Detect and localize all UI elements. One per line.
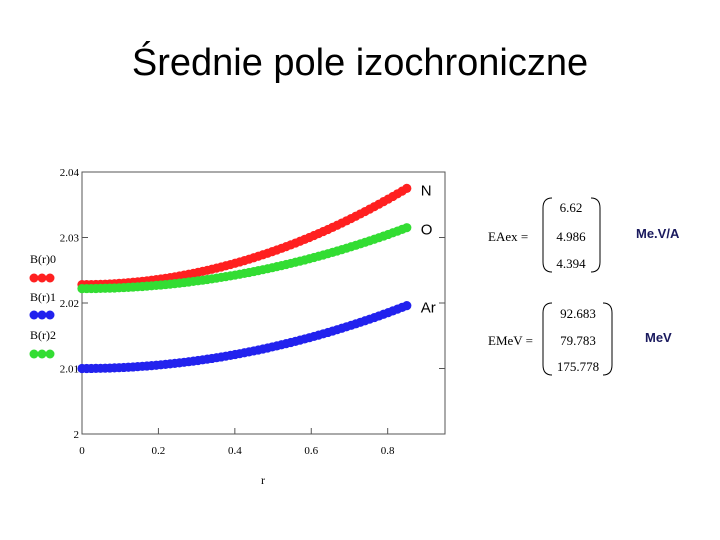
- y-tick-label-2: 2.02: [60, 298, 79, 310]
- y-tick-label-1: 2.01: [60, 364, 79, 376]
- x-tick-label-2: 0.4: [228, 445, 242, 457]
- emev-bracket-right: [602, 302, 613, 376]
- series-label-Ar: Ar: [421, 300, 436, 317]
- legend-dot-green-1: [29, 349, 39, 359]
- eaex-label: EAex =: [488, 229, 528, 244]
- plot-frame: [81, 171, 446, 435]
- point-N-70: [402, 183, 412, 193]
- legend-dot-red-3: [45, 273, 55, 283]
- x-tick-label-4: 0.8: [381, 445, 395, 457]
- series-Ar: [77, 301, 412, 374]
- legend-dot-blue-2: [37, 310, 47, 320]
- x-tick-label-1: 0.2: [152, 445, 166, 457]
- eaex-value-2: 4.986: [556, 229, 586, 244]
- legend-dot-green-2: [37, 349, 47, 359]
- x-ticks: 0 0.2 0.4 0.6 0.8: [79, 428, 395, 457]
- legend-dot-blue-1: [29, 310, 39, 320]
- y-ticks: 2 2.01 2.02 2.03 2.04: [60, 167, 445, 441]
- y-tick-label-3: 2.03: [60, 233, 80, 245]
- eaex-value-3: 4.394: [556, 256, 586, 271]
- emev-value-2: 79.783: [560, 333, 596, 348]
- point-Ar-70: [402, 301, 412, 311]
- ylabel-b0-dots: [29, 273, 55, 283]
- ylabel-b2-dots: [29, 349, 55, 359]
- ylabel-b1-dots: [29, 310, 55, 320]
- emev-bracket-left: [542, 302, 553, 376]
- eaex-matrix: EAex = 6.62 4.986 4.394 Me.V/A: [488, 197, 680, 273]
- point-O-70: [402, 223, 412, 233]
- ylabel-b0: B(r)0: [30, 252, 56, 266]
- legend-dot-red-1: [29, 273, 39, 283]
- eaex-unit: Me.V/A: [636, 226, 680, 241]
- legend-dot-blue-3: [45, 310, 55, 320]
- emev-value-3: 175.778: [557, 359, 599, 374]
- series-group: [77, 183, 412, 374]
- series-label-O: O: [421, 222, 433, 239]
- emev-label: EMeV =: [488, 333, 533, 348]
- emev-matrix: EMeV = 92.683 79.783 175.778 MeV: [488, 302, 672, 376]
- slide-title: Średnie pole izochroniczne: [131, 42, 589, 84]
- eaex-bracket-left: [542, 197, 553, 273]
- ylabel-b2: B(r)2: [30, 328, 56, 342]
- x-tick-label-0: 0: [79, 445, 85, 457]
- series-labels: N O Ar: [421, 182, 436, 316]
- legend-dot-red-2: [37, 273, 47, 283]
- ylabel-b1: B(r)1: [30, 290, 56, 304]
- legend-dot-green-3: [45, 349, 55, 359]
- series-O: [77, 223, 412, 294]
- y-tick-label-4: 2.04: [60, 167, 80, 179]
- eaex-bracket-right: [590, 197, 601, 273]
- x-axis-label: r: [261, 473, 265, 487]
- emev-value-1: 92.683: [560, 306, 596, 321]
- x-tick-label-3: 0.6: [304, 445, 318, 457]
- emev-unit: MeV: [645, 330, 672, 345]
- series-label-N: N: [421, 182, 432, 199]
- y-tick-label-0: 2: [74, 429, 80, 441]
- eaex-value-1: 6.62: [560, 200, 583, 215]
